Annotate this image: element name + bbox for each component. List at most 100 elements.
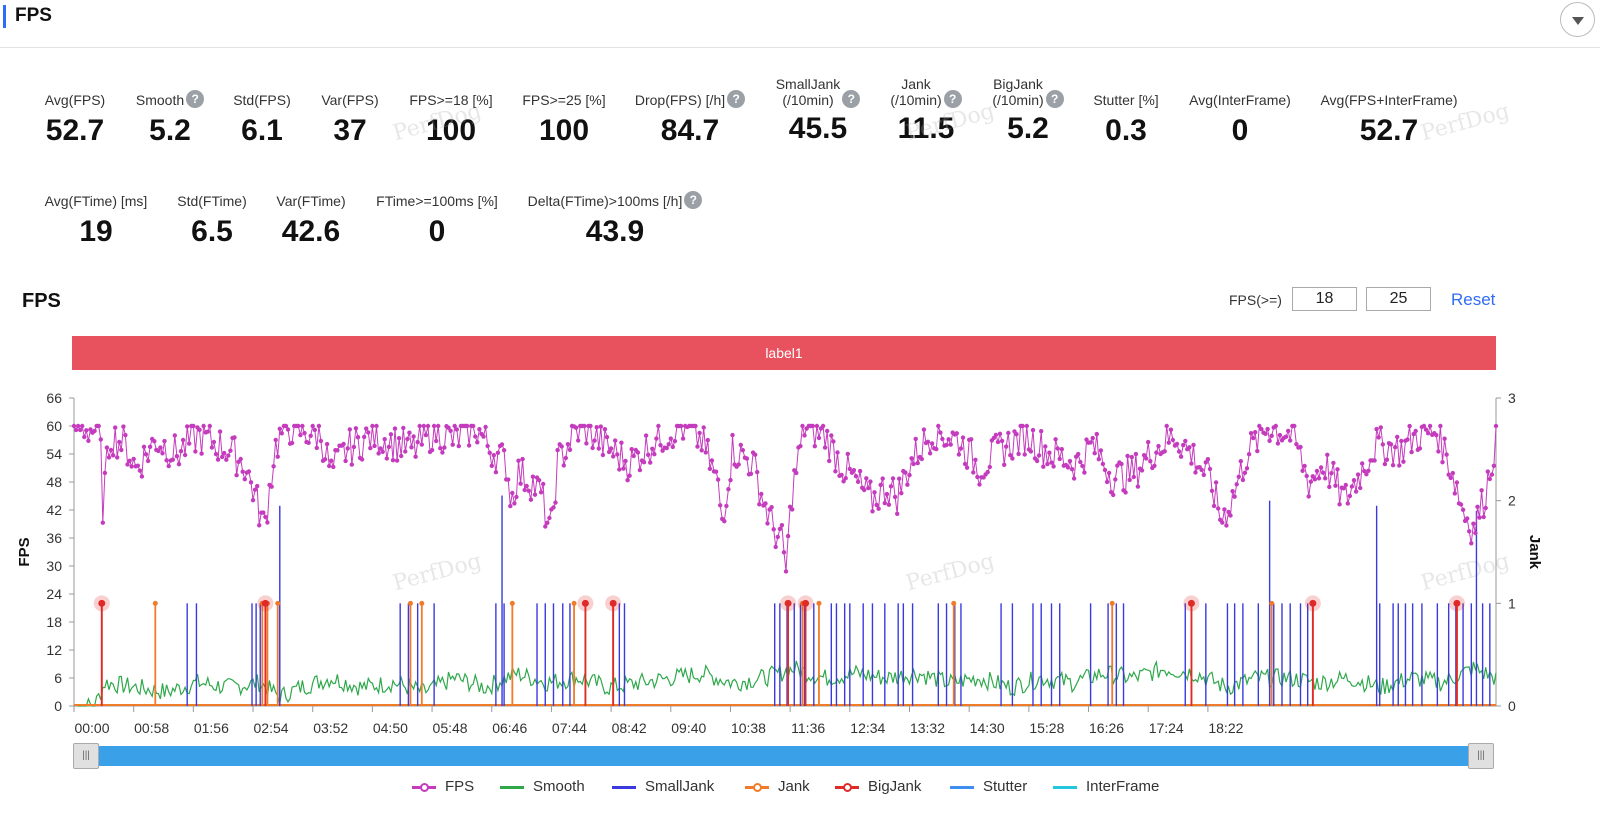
- metric-label-text: Stutter [%]: [1093, 92, 1159, 108]
- fps-point: [528, 497, 534, 502]
- fps-point: [1164, 423, 1169, 429]
- fps-point: [374, 423, 379, 429]
- fps-threshold-input-1[interactable]: [1292, 287, 1357, 311]
- fps-point: [602, 427, 608, 432]
- fps-point: [654, 436, 659, 441]
- fps-point: [1407, 423, 1412, 429]
- x-tick-label: 10:38: [731, 720, 766, 736]
- fps-point: [205, 429, 210, 434]
- fps-point: [1493, 423, 1499, 429]
- fps-point: [318, 438, 324, 444]
- help-icon[interactable]: ?: [1045, 90, 1064, 108]
- fps-point: [1191, 442, 1196, 448]
- fps-point: [827, 458, 832, 464]
- fps-point: [802, 433, 807, 438]
- jank-point: [407, 600, 413, 606]
- fps-point: [380, 449, 385, 454]
- metric-label-text: BigJank (/10min): [992, 76, 1044, 108]
- fps-point: [613, 438, 618, 443]
- fps-point: [1028, 449, 1034, 454]
- metric-label: FPS>=18 [%]: [409, 74, 492, 108]
- fps-point: [121, 424, 126, 429]
- fps-point: [785, 533, 791, 539]
- fps-point: [347, 427, 352, 432]
- fps-point: [135, 463, 140, 468]
- fps-point: [182, 452, 188, 458]
- fps-point: [588, 423, 593, 429]
- fps-point: [1181, 442, 1186, 448]
- fps-point: [1374, 426, 1379, 432]
- fps-point: [693, 423, 698, 429]
- fps-point: [1448, 475, 1453, 481]
- fps-point: [1413, 428, 1418, 434]
- fps-point: [631, 453, 636, 459]
- timeline-slider-left-handle[interactable]: |||: [73, 743, 99, 769]
- help-icon[interactable]: ?: [842, 90, 861, 108]
- fps-point: [1098, 448, 1104, 453]
- fps-point: [308, 433, 313, 438]
- fps-point: [1364, 472, 1369, 477]
- panel-title: FPS: [15, 5, 52, 26]
- smooth-series-line: [73, 659, 1497, 707]
- metric-delta-ftime-100ms-h: Delta(FTime)>100ms [/h]? 43.9: [525, 175, 705, 249]
- reset-link[interactable]: Reset: [1451, 290, 1496, 309]
- fps-point: [1030, 427, 1036, 433]
- fps-point: [701, 425, 706, 430]
- fps-point: [672, 438, 678, 444]
- collapse-button[interactable]: [1560, 2, 1595, 37]
- fps-threshold-input-2[interactable]: [1366, 287, 1431, 311]
- x-tick-label: 02:54: [254, 720, 289, 736]
- fps-point: [1393, 445, 1398, 450]
- metric-label-text: Std(FTime): [177, 193, 247, 209]
- help-icon[interactable]: ?: [943, 90, 962, 108]
- metric-bigjank-10min: BigJank (/10min)? 5.2: [938, 74, 1118, 146]
- fps-point: [888, 484, 894, 489]
- fps-point: [1234, 482, 1239, 487]
- fps-point: [919, 456, 924, 462]
- metric-value: 52.7: [45, 114, 105, 147]
- fps-point: [1106, 470, 1112, 476]
- fps-point: [582, 423, 587, 429]
- fps-point: [629, 447, 634, 452]
- timeline-slider-right-handle[interactable]: |||: [1468, 743, 1494, 769]
- fps-point: [1090, 435, 1095, 441]
- metric-label: Var(FTime): [276, 175, 345, 209]
- fps-point: [1345, 501, 1351, 506]
- fps-point: [139, 474, 145, 479]
- fps-point: [176, 462, 182, 467]
- fps-point: [1133, 451, 1139, 457]
- fps-point: [670, 444, 675, 450]
- label-bar[interactable]: label1: [72, 336, 1496, 370]
- help-icon[interactable]: ?: [727, 90, 746, 108]
- fps-point: [1047, 450, 1052, 455]
- fps-point: [1183, 438, 1188, 444]
- fps-point: [1014, 432, 1019, 437]
- fps-point: [1452, 491, 1458, 496]
- fps-point: [240, 469, 245, 474]
- fps-point: [1216, 506, 1221, 511]
- help-icon[interactable]: ?: [684, 191, 703, 209]
- fps-point: [1246, 452, 1252, 457]
- fps-point: [368, 445, 373, 451]
- fps-point: [790, 507, 795, 512]
- timeline-slider-track[interactable]: [74, 746, 1494, 766]
- fps-point: [977, 482, 982, 487]
- jank-point: [275, 600, 281, 606]
- fps-point: [1485, 469, 1491, 474]
- fps-point: [1405, 437, 1410, 442]
- fps-point: [1115, 463, 1120, 468]
- y-tick-label: 42: [46, 502, 62, 518]
- legend-label: Stutter: [983, 778, 1028, 795]
- fps-point: [641, 460, 647, 465]
- y2-tick-label: 3: [1508, 390, 1516, 406]
- fps-point: [1471, 521, 1476, 526]
- fps-point: [1481, 514, 1486, 520]
- metric-var-fps: Var(FPS) 37: [260, 74, 440, 148]
- fps-point: [257, 523, 262, 528]
- y-tick-label: 36: [46, 530, 62, 546]
- x-tick-label: 08:42: [612, 720, 647, 736]
- fps-point: [545, 520, 550, 525]
- help-icon[interactable]: ?: [186, 90, 205, 108]
- x-tick-label: 00:00: [74, 720, 109, 736]
- fps-point: [555, 447, 560, 453]
